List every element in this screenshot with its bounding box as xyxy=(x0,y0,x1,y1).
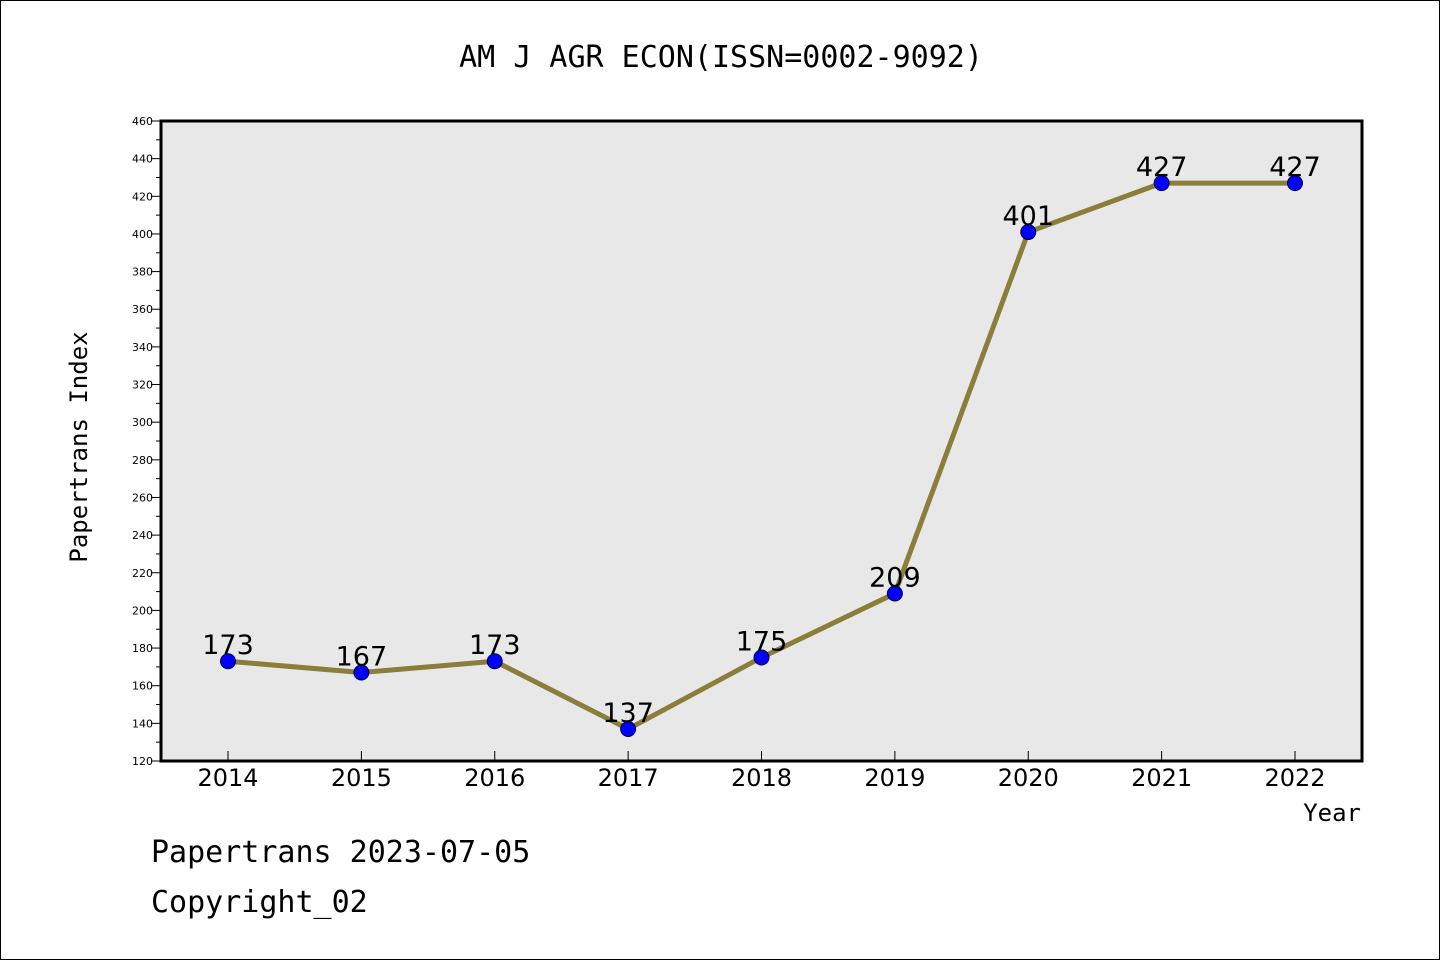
y-tick-label: 340 xyxy=(132,341,153,354)
data-label: 427 xyxy=(1269,152,1321,183)
y-axis-ticks: 120 140 160 180 200 220 240 260 280 300 320 340 360 3… xyxy=(132,115,161,768)
data-label: 173 xyxy=(202,630,254,661)
y-tick-label: 380 xyxy=(132,266,153,279)
footer-date: Papertrans 2023-07-05 xyxy=(151,835,531,870)
y-tick-label: 220 xyxy=(132,567,153,580)
y-tick-label: 260 xyxy=(132,491,153,504)
data-label: 137 xyxy=(602,698,654,729)
y-tick-label: 280 xyxy=(132,454,153,467)
plot-border xyxy=(159,119,1364,763)
data-label: 175 xyxy=(736,626,788,657)
y-tick-label: 360 xyxy=(132,303,153,316)
y-tick-label: 140 xyxy=(132,717,153,730)
y-tick-label: 160 xyxy=(132,680,153,693)
x-tick-label: 2022 xyxy=(1264,764,1325,792)
x-axis-label: Year xyxy=(1303,799,1361,827)
y-tick-label: 400 xyxy=(132,228,153,241)
x-tick-label: 2021 xyxy=(1131,764,1192,792)
x-tick-label: 2018 xyxy=(731,764,792,792)
data-labels: 173 167 173 137 175 209 401 427 427 xyxy=(202,152,1321,729)
x-tick-label: 2017 xyxy=(598,764,659,792)
data-point xyxy=(486,653,503,670)
footer-copyright: Copyright_02 xyxy=(151,885,368,920)
x-tick-label: 2015 xyxy=(331,764,392,792)
data-point xyxy=(620,721,637,737)
y-tick-label: 460 xyxy=(132,115,153,128)
data-label: 173 xyxy=(469,630,521,661)
data-point xyxy=(353,664,370,681)
data-markers xyxy=(220,175,1303,737)
x-tick-label: 2019 xyxy=(864,764,925,792)
chart-title: AM J AGR ECON(ISSN=0002-9092) xyxy=(459,40,983,75)
data-point xyxy=(220,653,236,670)
y-tick-label: 320 xyxy=(132,379,153,392)
y-tick-label: 440 xyxy=(132,153,153,166)
y-tick-label: 120 xyxy=(132,755,153,768)
data-label: 167 xyxy=(336,642,388,673)
y-tick-label: 300 xyxy=(132,416,153,429)
y-tick-label: 200 xyxy=(132,604,153,617)
x-tick-label: 2016 xyxy=(464,764,525,792)
data-point xyxy=(886,585,903,602)
data-point xyxy=(753,649,770,666)
x-axis-ticks: 2014 2015 2016 2017 2018 2019 2020 2021 2022 xyxy=(197,751,1326,792)
x-tick-label: 2014 xyxy=(197,764,258,792)
y-axis-label: Papertrans Index xyxy=(65,331,93,562)
data-point xyxy=(1287,175,1303,192)
x-tick-label: 2020 xyxy=(998,764,1059,792)
data-label: 401 xyxy=(1002,201,1054,232)
y-tick-label: 420 xyxy=(132,190,153,203)
data-point xyxy=(1153,175,1170,192)
data-label: 427 xyxy=(1136,152,1188,183)
data-label: 209 xyxy=(869,562,921,593)
y-tick-label: 180 xyxy=(132,642,153,655)
data-point xyxy=(1020,224,1037,241)
y-tick-label: 240 xyxy=(132,529,153,542)
